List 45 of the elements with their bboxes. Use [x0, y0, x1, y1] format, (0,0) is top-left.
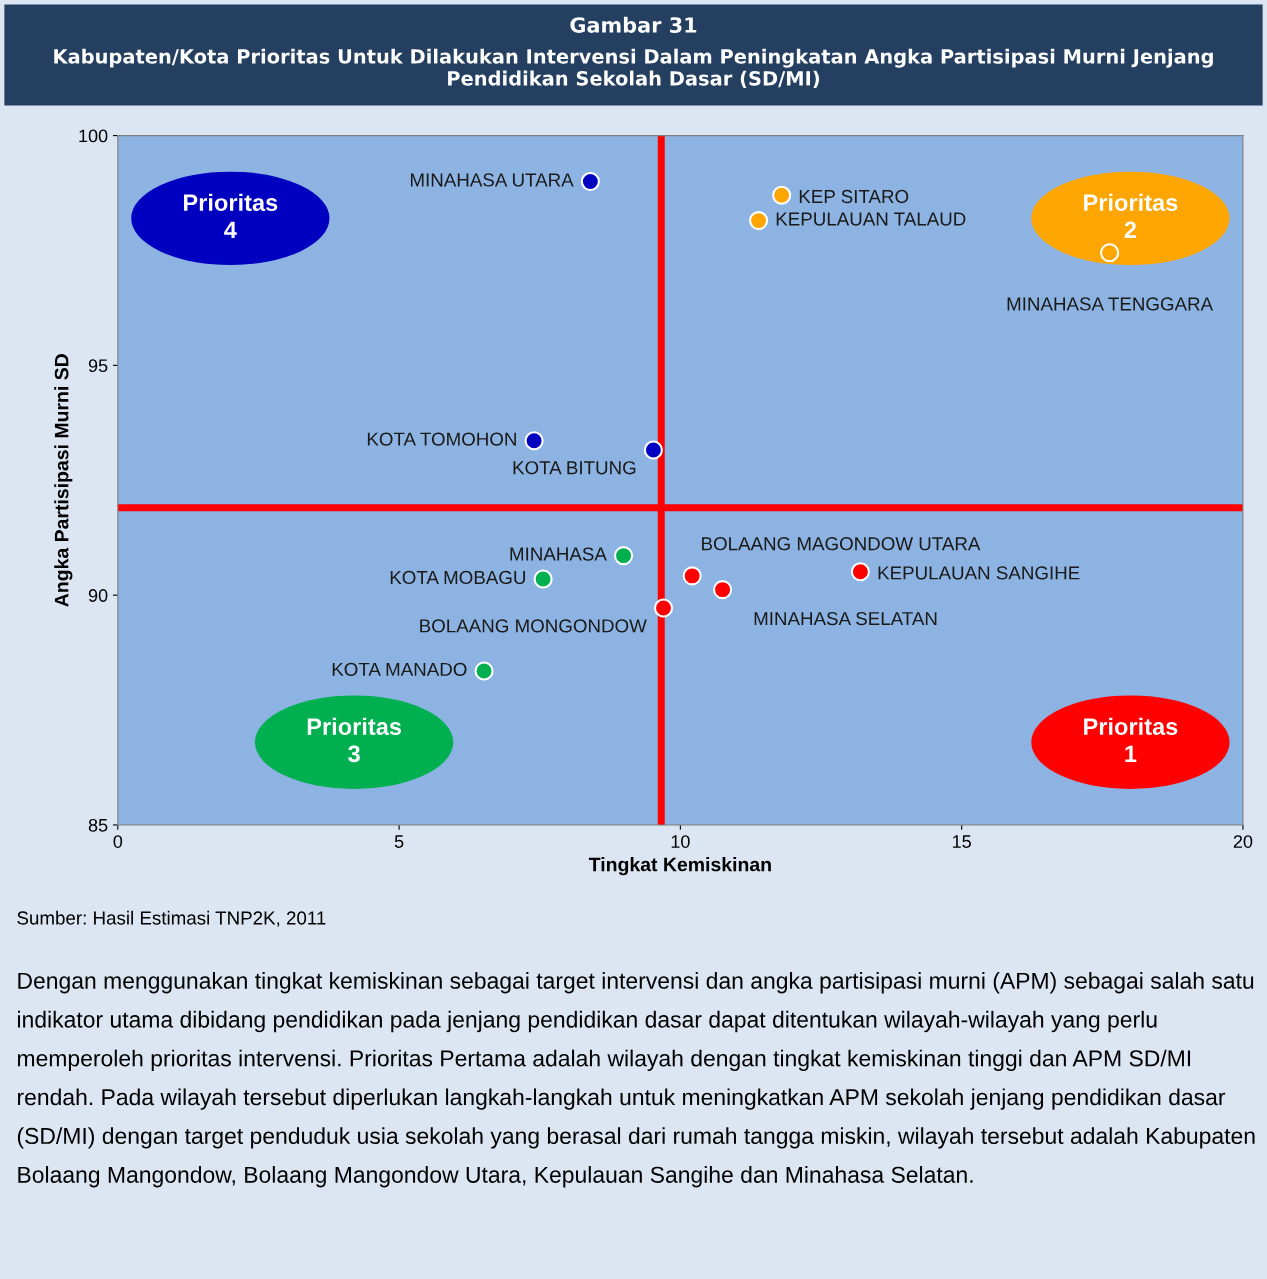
- y-tick-label: 85: [88, 818, 108, 832]
- point: [749, 211, 769, 231]
- x-tick-label: 20: [1233, 835, 1253, 848]
- text: Sumber: Hasil Estimasi TNP2K, 2011: [17, 910, 326, 927]
- y-tick-label: 95: [88, 359, 108, 373]
- text: Dengan menggunakan tingkat kemiskinan sebagai target intervensi dan angka partisipasi murni (APM) sebagai salah satu indikator utama dibidang pendidikan pada jenjang pendidikan dasar dapat ditentukan wilayah-wilayah yang perlu memperoleh prioritas intervensi. Prioritas Pertama adalah wilayah dengan tingkat kemiskinan tinggi dan APM SD/MI rendah. Pada wilayah tersebut diperlukan langkah-langkah untuk meningkatkan APM sekolah jenjang pendidikan dasar (SD/MI) dengan target penduduk usia sekolah yang berasal dari rumah tangga miskin, wilayah tersebut adalah Kabupaten Bolaang Mangondow, Bolaang Mangondow Utara, Kepulauan Sangihe dan Minahasa Selatan.: [17, 972, 1255, 1188]
- point: [533, 569, 553, 589]
- point: [682, 566, 702, 586]
- annotation: Prioritas 1: [1084, 717, 1178, 762]
- point: [474, 661, 494, 681]
- annotation: Prioritas 2: [1084, 193, 1178, 238]
- annotation: MINAHASA TENGGARA: [1007, 297, 1214, 311]
- y-tick-label: 90: [88, 589, 108, 602]
- annotation: BOLAANG MONGONDOW: [420, 619, 647, 633]
- chart-subtitle: Kabupaten/Kota Prioritas Untuk Dilakukan Intervensi Dalam Peningkatan Angka Partisipasi Murni Jenjang Pendidikan Sekolah Dasar (SD/MI): [54, 48, 1213, 88]
- x-tick-label: 0: [113, 835, 123, 848]
- point: [580, 171, 600, 192]
- x-axis-title: Tingkat Kemiskinan: [588, 857, 771, 876]
- x-tick-label: 5: [394, 835, 404, 848]
- annotation: MINAHASA SELATAN: [754, 611, 937, 626]
- annotation: MINAHASA: [510, 547, 607, 561]
- x-tick-label: 10: [671, 835, 690, 848]
- point: [643, 440, 663, 460]
- y-tick-label: 100: [79, 129, 108, 143]
- annotation: KOTA BITUNG: [513, 461, 636, 475]
- point: [653, 598, 674, 618]
- annotation: KEPULAUAN TALAUD: [776, 212, 966, 226]
- annotation: KEP SITARO: [799, 189, 909, 204]
- point: [1100, 243, 1120, 263]
- point: [614, 546, 634, 566]
- annotation: KOTA MOBAGU: [390, 570, 525, 585]
- point: [524, 431, 544, 451]
- x-tick-label: 15: [952, 835, 971, 848]
- annotation: KOTA TOMOHON: [367, 432, 516, 446]
- point: [850, 562, 870, 582]
- point: [772, 185, 792, 205]
- annotation: KOTA MANADO: [332, 662, 467, 677]
- point: [713, 580, 733, 600]
- y-axis-title: Angka Partisipasi Murni SD: [54, 354, 73, 607]
- annotation: KEPULAUAN SANGIHE: [878, 566, 1080, 580]
- annotation: Prioritas 3: [307, 717, 402, 763]
- annotation: BOLAANG MAGONDOW UTARA: [702, 537, 981, 551]
- annotation: Prioritas 4: [184, 193, 278, 238]
- chart-title: Gambar 31: [570, 16, 697, 33]
- annotation: MINAHASA UTARA: [410, 173, 574, 187]
